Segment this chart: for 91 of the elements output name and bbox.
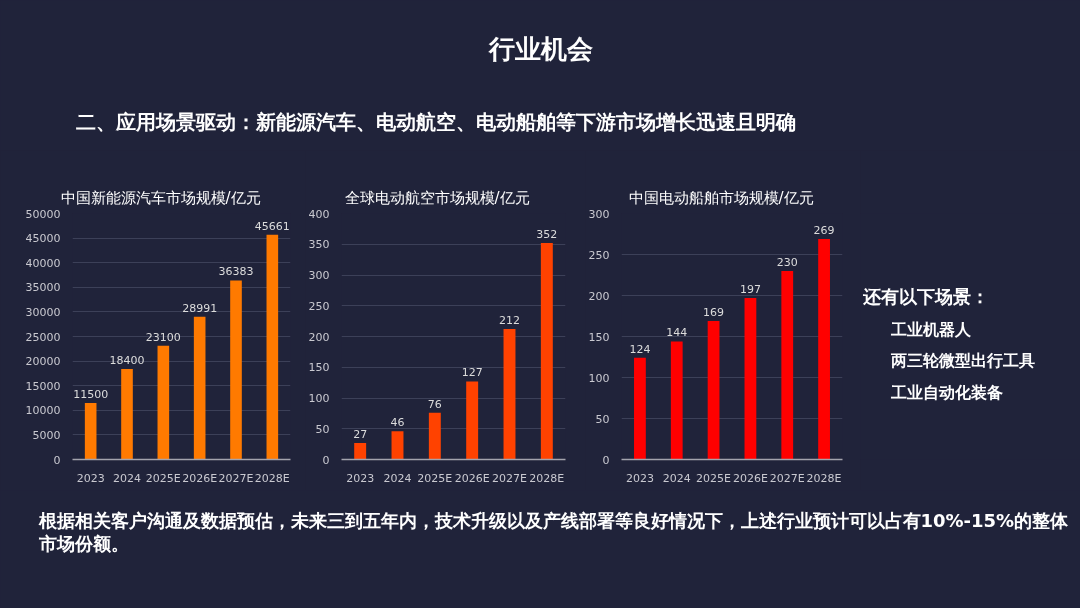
x-tick-label: 2027E — [492, 471, 528, 485]
data-label: 23100 — [145, 330, 181, 344]
y-tick-label: 30000 — [25, 305, 61, 319]
chart-title: 中国新能源汽车市场规模/亿元 — [60, 188, 261, 207]
y-tick-label: 0 — [53, 453, 61, 467]
bar — [503, 329, 516, 460]
x-tick-label: 2023 — [76, 471, 105, 485]
y-tick-label: 35000 — [25, 281, 61, 295]
y-tick-label: 400 — [308, 207, 330, 221]
bar — [707, 320, 720, 460]
y-tick-label: 15000 — [25, 379, 61, 393]
x-tick-label: 2026E — [732, 471, 768, 485]
chart-title: 全球电动航空市场规模/亿元 — [344, 188, 530, 207]
bar — [84, 402, 97, 460]
bar — [354, 442, 367, 460]
data-label: 124 — [629, 342, 651, 356]
data-label: 197 — [739, 282, 761, 296]
x-tick-label: 2028E — [529, 471, 565, 485]
data-label: 230 — [776, 255, 798, 269]
data-label: 144 — [666, 326, 688, 340]
text: 工业机器人 — [889, 319, 972, 339]
y-tick-label: 350 — [308, 238, 330, 252]
x-tick-label: 2024 — [662, 471, 691, 485]
x-tick-label: 2023 — [625, 471, 654, 485]
y-tick-label: 250 — [308, 299, 330, 313]
data-label: 36383 — [218, 265, 254, 279]
x-tick-label: 2026E — [454, 471, 490, 485]
bar — [121, 368, 133, 460]
y-tick-label: 200 — [308, 330, 330, 344]
chart-title: 中国电动船舶市场规模/亿元 — [628, 188, 814, 207]
y-tick-label: 300 — [308, 269, 330, 282]
data-label: 28991 — [182, 301, 218, 315]
data-label: 352 — [536, 228, 558, 242]
x-tick-label: 2028E — [806, 471, 842, 485]
y-tick-label: 300 — [588, 207, 610, 221]
y-tick-label: 0 — [602, 453, 610, 467]
y-tick-label: 50000 — [25, 207, 61, 221]
text: 行业机会 — [487, 33, 593, 64]
text: 二、应用场景驱动：新能源汽车、电动航空、电动船舶等下游市场增长迅速且明确 — [75, 109, 796, 134]
y-tick-label: 20000 — [25, 355, 61, 369]
bar — [266, 234, 279, 460]
x-tick-label: 2025E — [145, 471, 181, 485]
y-tick-label: 150 — [588, 330, 610, 344]
y-tick-label: 5000 — [32, 428, 61, 442]
bar — [193, 316, 206, 460]
bar — [157, 345, 170, 460]
text: 工业自动化装备 — [889, 382, 1003, 402]
y-tick-label: 10000 — [25, 404, 61, 418]
bar — [466, 381, 479, 460]
y-tick-label: 100 — [588, 371, 610, 385]
bar — [744, 297, 757, 460]
bar — [230, 280, 242, 460]
x-tick-label: 2027E — [769, 471, 805, 485]
y-tick-label: 200 — [588, 289, 610, 303]
y-tick-label: 40000 — [25, 256, 61, 270]
y-tick-label: 45000 — [25, 232, 61, 246]
data-label: 27 — [353, 427, 368, 441]
bar — [428, 412, 441, 460]
x-tick-label: 2024 — [113, 471, 141, 485]
data-label: 18400 — [109, 353, 145, 367]
data-label: 76 — [427, 397, 442, 411]
data-label: 269 — [813, 223, 835, 237]
bar — [540, 243, 553, 460]
bar — [781, 270, 794, 460]
data-label: 45661 — [254, 219, 290, 233]
x-tick-label: 2025E — [696, 471, 732, 485]
x-tick-label: 2027E — [218, 471, 254, 485]
y-tick-label: 250 — [588, 248, 610, 262]
x-tick-label: 2023 — [346, 471, 375, 485]
bar — [391, 431, 404, 460]
y-tick-label: 100 — [308, 392, 330, 405]
text: 根据相关客户沟通及数据预估，未来三到五年内，技术升级以及产线部署等良好情况下，上述行业预计可以占有10%-15%的整体市场份额。 — [37, 510, 1070, 554]
y-tick-label: 50 — [315, 422, 330, 436]
y-tick-label: 50 — [595, 412, 610, 426]
data-label: 46 — [390, 416, 405, 430]
x-tick-label: 2028E — [254, 471, 290, 485]
data-label: 11500 — [73, 387, 109, 401]
y-tick-label: 25000 — [25, 330, 61, 344]
text: 还有以下场景： — [861, 286, 989, 308]
bar — [670, 341, 683, 460]
x-tick-label: 2026E — [182, 471, 218, 485]
text: 两三轮微型出行工具 — [889, 351, 1035, 371]
y-tick-label: 150 — [308, 361, 330, 375]
bar — [818, 238, 830, 460]
data-label: 169 — [703, 305, 725, 319]
data-label: 127 — [461, 366, 483, 380]
data-label: 212 — [499, 314, 520, 328]
y-tick-label: 0 — [322, 453, 330, 467]
bar — [634, 357, 646, 460]
x-tick-label: 2024 — [383, 471, 412, 485]
x-tick-label: 2025E — [417, 471, 453, 485]
